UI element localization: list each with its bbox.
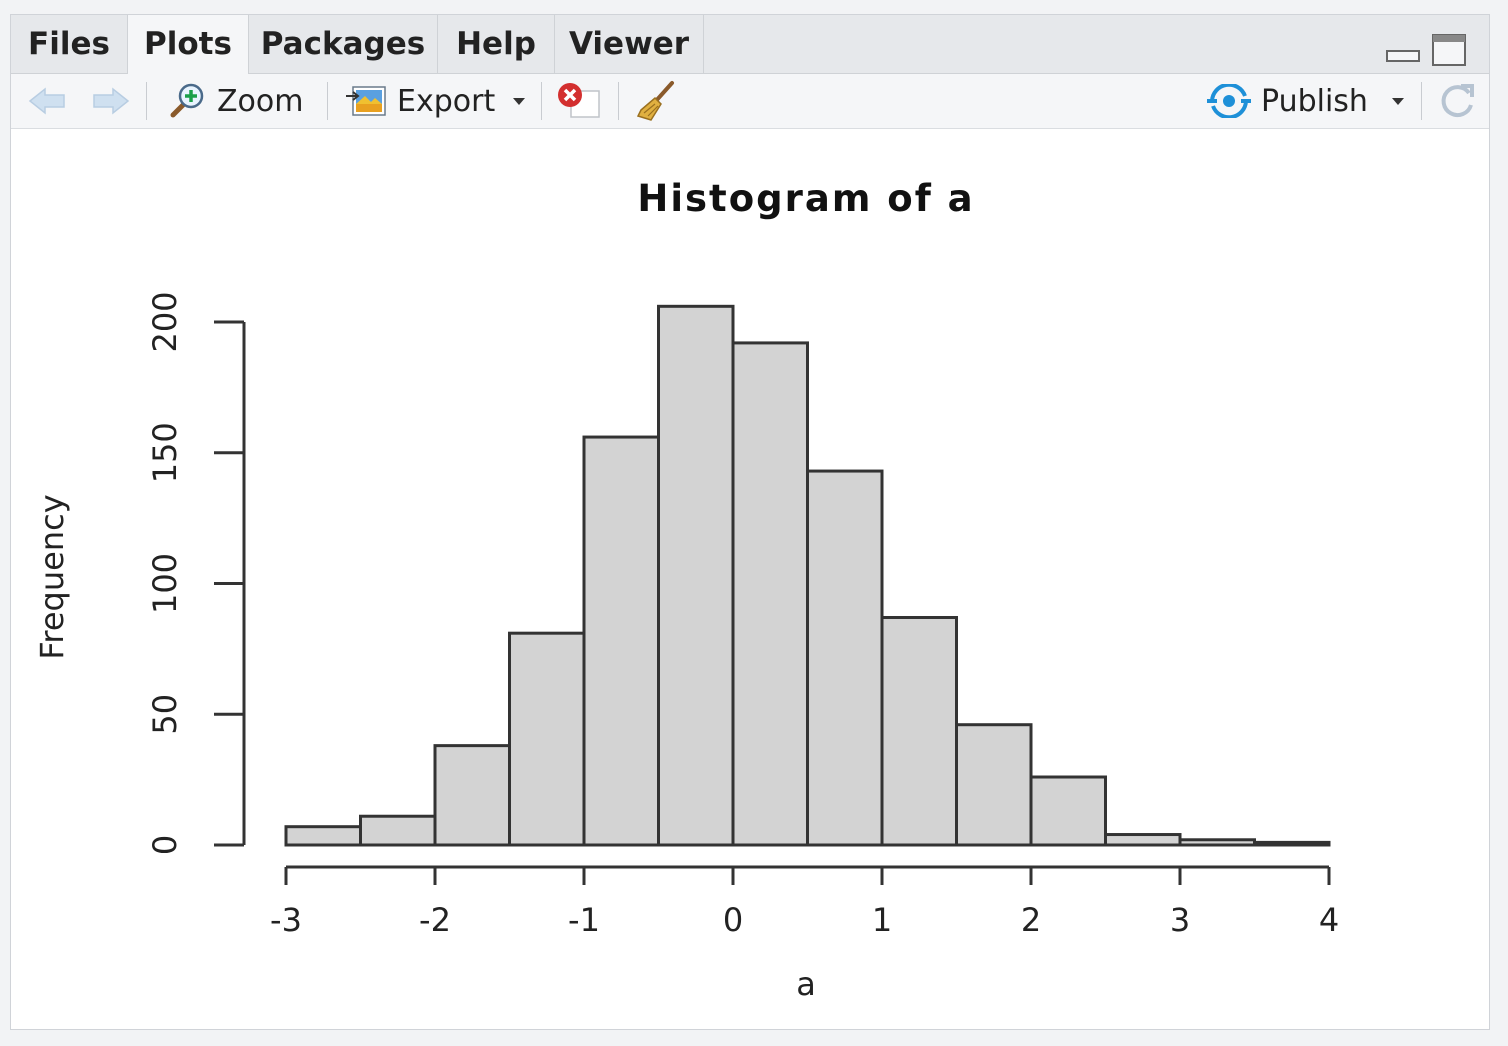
zoom-magnifier-icon xyxy=(170,83,204,118)
histogram-bar xyxy=(1253,840,1331,847)
y-tick-label: 50 xyxy=(146,694,184,735)
tab-packages[interactable]: Packages xyxy=(249,15,438,73)
clear-all-button[interactable] xyxy=(635,74,677,128)
toolbar-separator xyxy=(327,82,328,120)
export-label: Export xyxy=(397,83,496,119)
publish-label: Publish xyxy=(1261,83,1368,119)
histogram-bar xyxy=(433,744,511,847)
maximize-icon[interactable] xyxy=(1431,33,1467,67)
plots-pane: Files Plots Packages Help Viewer xyxy=(10,14,1490,1030)
histogram-chart: Histogram of a Frequency a 050100150200 … xyxy=(33,177,1339,1003)
histogram-bar xyxy=(806,469,884,847)
zoom-button[interactable]: Zoom xyxy=(167,74,303,128)
toolbar-separator xyxy=(146,82,147,120)
x-tick-label: -1 xyxy=(568,901,600,939)
histogram-bar xyxy=(731,341,809,847)
broom-icon xyxy=(636,81,674,121)
minimize-icon[interactable] xyxy=(1385,45,1421,65)
arrow-right-icon xyxy=(93,87,130,115)
back-button[interactable] xyxy=(27,74,67,128)
toolbar-separator xyxy=(541,82,542,120)
refresh-icon xyxy=(1441,84,1474,118)
histogram-bar xyxy=(508,631,586,847)
chevron-down-icon xyxy=(513,97,526,105)
export-button[interactable]: Export xyxy=(345,74,526,128)
tab-files[interactable]: Files xyxy=(11,15,128,73)
x-tick-label: 2 xyxy=(1021,901,1041,939)
histogram-bar xyxy=(359,814,437,847)
plots-toolbar: Zoom Export xyxy=(11,74,1489,129)
remove-plot-icon xyxy=(558,83,600,118)
toolbar-separator xyxy=(618,82,619,120)
chart-title: Histogram of a xyxy=(637,177,974,220)
histogram-bar xyxy=(657,304,735,847)
histogram-bar xyxy=(1178,838,1256,847)
y-tick-label: 200 xyxy=(146,291,184,352)
export-image-icon xyxy=(346,86,386,116)
pane-tab-bar: Files Plots Packages Help Viewer xyxy=(11,15,1489,74)
remove-plot-button[interactable] xyxy=(555,74,603,128)
x-axis-label: a xyxy=(796,965,816,1003)
x-tick-label: -2 xyxy=(419,901,451,939)
zoom-label: Zoom xyxy=(217,83,304,119)
histogram-bar xyxy=(880,615,958,847)
x-tick-label: -3 xyxy=(270,901,302,939)
arrow-left-icon xyxy=(28,87,65,115)
histogram-bar xyxy=(1104,833,1182,847)
tab-help[interactable]: Help xyxy=(438,15,555,73)
refresh-button[interactable] xyxy=(1437,74,1477,128)
histogram-bar xyxy=(284,825,362,847)
tab-viewer[interactable]: Viewer xyxy=(555,15,704,73)
x-tick-label: 1 xyxy=(872,901,892,939)
plot-viewer: Histogram of a Frequency a 0 50 100 150 200 … xyxy=(11,129,1489,1029)
x-tick-label: 4 xyxy=(1319,901,1339,939)
y-tick-label: 150 xyxy=(146,422,184,483)
publish-icon xyxy=(1207,84,1251,118)
x-tick-label: 0 xyxy=(723,901,743,939)
histogram-bar xyxy=(955,723,1033,847)
y-tick-label: 100 xyxy=(146,553,184,614)
y-tick-label: 0 xyxy=(146,835,184,855)
x-tick-label: 3 xyxy=(1170,901,1190,939)
y-axis-label: Frequency xyxy=(33,494,71,659)
histogram-bar xyxy=(582,435,660,847)
publish-button[interactable]: Publish xyxy=(1207,74,1404,128)
histogram-bar xyxy=(1029,775,1107,847)
forward-button[interactable] xyxy=(91,74,131,128)
toolbar-separator xyxy=(1421,82,1422,120)
chevron-down-icon xyxy=(1391,97,1404,105)
tab-plots[interactable]: Plots xyxy=(128,15,249,74)
